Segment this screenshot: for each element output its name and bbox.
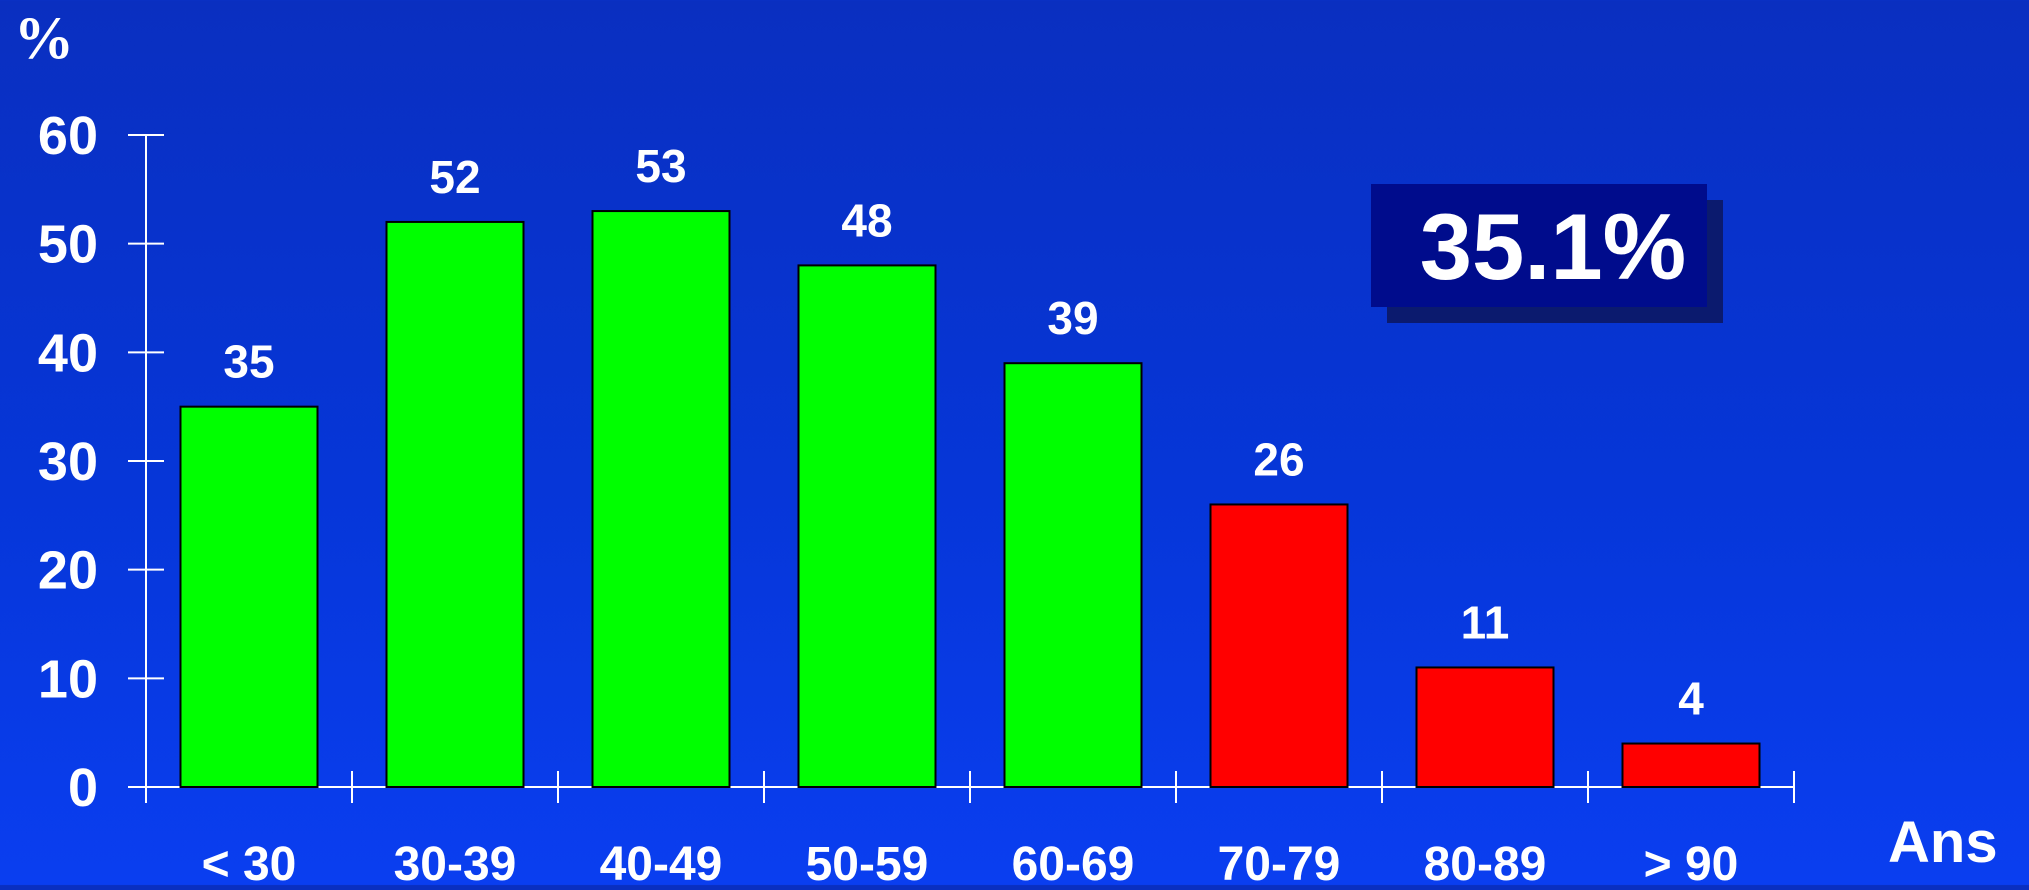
y-tick-label: 10 — [38, 649, 98, 709]
x-tick-label: 30-39 — [394, 838, 517, 885]
y-tick-label: 0 — [68, 758, 98, 818]
x-tick-label: < 30 — [202, 838, 297, 885]
callout-box — [1371, 184, 1707, 307]
y-tick-label: 60 — [38, 106, 98, 166]
y-tick-label: 50 — [38, 215, 98, 275]
bar-value-label: 52 — [429, 151, 480, 203]
y-axis-label: % — [14, 5, 74, 71]
bar-value-label: 35 — [223, 336, 274, 388]
x-tick-label: 40-49 — [600, 838, 723, 885]
y-tick-label: 40 — [38, 323, 98, 383]
bar-value-label: 39 — [1047, 292, 1098, 344]
bars-group — [179, 210, 1761, 789]
bar-value-label: 26 — [1253, 433, 1304, 485]
bar — [1415, 666, 1555, 789]
y-tick-label: 30 — [38, 432, 98, 492]
labels-group: 35 < 30 52 30-39 53 40-49 48 50-59 39 60-69 26 70-7… — [202, 140, 1739, 890]
y-tick-label: 20 — [38, 541, 98, 601]
callout-text: 35.1% — [1420, 194, 1687, 299]
axes: 0 10 20 30 40 50 60 — [38, 106, 1795, 818]
x-tick-label: 70-79 — [1218, 838, 1341, 885]
bar-value-label: 53 — [635, 140, 686, 192]
x-tick-label: 50-59 — [806, 838, 929, 885]
summary-callout: 35.1% — [1371, 184, 1723, 323]
bar-value-label: 4 — [1678, 673, 1704, 725]
bar — [797, 264, 937, 788]
bar — [179, 405, 319, 788]
bar — [591, 210, 731, 789]
bar — [1621, 742, 1761, 788]
x-tick-label: 60-69 — [1012, 838, 1135, 885]
bar — [1209, 503, 1349, 788]
x-tick-label: > 90 — [1644, 838, 1739, 885]
x-axis-label: Ans — [1888, 810, 1998, 875]
bar-value-label: 11 — [1461, 596, 1510, 648]
x-tick-label: 80-89 — [1424, 838, 1547, 885]
bar — [1003, 362, 1143, 788]
bar — [385, 220, 525, 788]
bar-value-label: 48 — [841, 194, 892, 246]
